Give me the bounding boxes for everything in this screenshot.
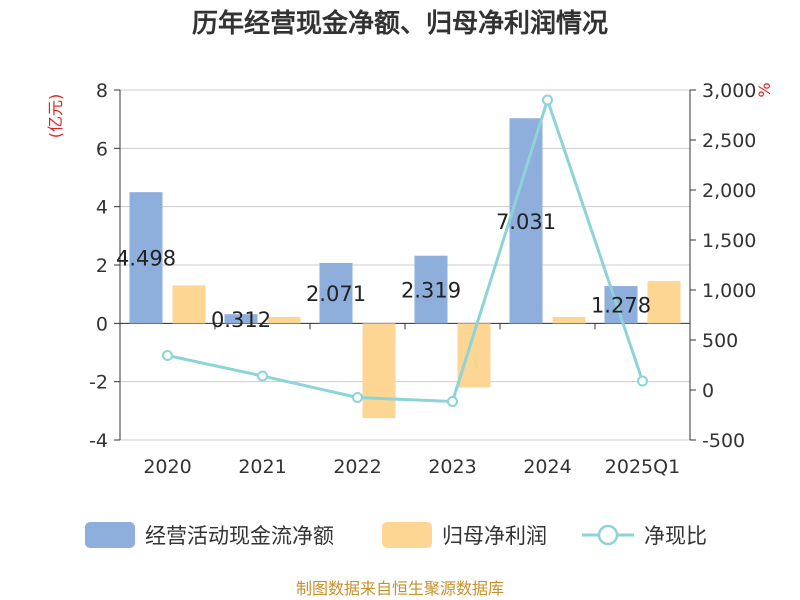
ratio-point bbox=[637, 375, 648, 387]
y-left-tick-label: 2 bbox=[96, 255, 108, 277]
data-label: 0.312 bbox=[211, 308, 271, 332]
data-label: 7.031 bbox=[496, 210, 556, 234]
bar-net-profit bbox=[552, 316, 586, 324]
bar-operating-cash-flow bbox=[224, 314, 258, 324]
y-right-tick-label: 0 bbox=[702, 380, 714, 402]
x-tick-label: 2024 bbox=[523, 456, 571, 478]
bar-net-profit bbox=[647, 281, 681, 324]
ratio-point bbox=[542, 94, 553, 106]
y-left-tick-label: 6 bbox=[96, 138, 108, 160]
source-note: 制图数据来自恒生聚源数据库 bbox=[296, 579, 504, 598]
legend-swatch bbox=[85, 522, 135, 548]
y-right-tick-label: 1,500 bbox=[702, 230, 756, 252]
x-tick-label: 2025Q1 bbox=[605, 456, 680, 478]
legend-swatch bbox=[382, 522, 432, 548]
y-right-tick-label: 2,000 bbox=[702, 180, 756, 202]
y-left-tick-label: 0 bbox=[96, 313, 108, 335]
axes: -4 -2 0 2 4 6 8 -500 0 500 1,000 1,500 2,000 2,500 3,0… bbox=[89, 80, 756, 478]
y-right-tick-label: 3,000 bbox=[702, 80, 756, 102]
legend: 经营活动现金流净额 归母净利润 净现比 bbox=[85, 522, 707, 548]
legend-label: 归母净利润 bbox=[442, 524, 547, 548]
y-left-tick-label: 8 bbox=[96, 80, 108, 102]
ratio-point bbox=[447, 396, 458, 407]
x-tick-label: 2020 bbox=[143, 456, 191, 478]
legend-label: 经营活动现金流净额 bbox=[145, 524, 334, 548]
ratio-line bbox=[162, 94, 648, 407]
bars bbox=[129, 118, 681, 419]
x-tick-label: 2021 bbox=[238, 456, 286, 478]
bar-operating-cash-flow bbox=[319, 262, 353, 324]
legend-swatch-marker bbox=[597, 524, 619, 546]
y-left-tick-label: -4 bbox=[89, 430, 108, 452]
y-right-label: % bbox=[755, 82, 774, 97]
ratio-point bbox=[162, 350, 173, 361]
y-right-tick-label: 500 bbox=[702, 330, 738, 352]
data-labels: 4.498 0.312 2.071 2.319 7.031 1.278 bbox=[116, 210, 651, 332]
ratio-line-path bbox=[167, 95, 644, 404]
y-right-tick-label: 2,500 bbox=[702, 130, 756, 152]
x-tick-label: 2023 bbox=[428, 456, 476, 478]
y-left-tick-label: 4 bbox=[96, 197, 108, 219]
bar-net-profit bbox=[362, 323, 396, 419]
y-left-label: (亿元) bbox=[46, 94, 65, 139]
y-right-tick-label: -500 bbox=[702, 430, 745, 452]
data-label: 2.319 bbox=[401, 279, 461, 303]
bar-operating-cash-flow bbox=[129, 192, 163, 324]
y-right-tick-label: 1,000 bbox=[702, 280, 756, 302]
legend-label: 净现比 bbox=[644, 524, 707, 548]
bar-operating-cash-flow bbox=[414, 255, 448, 324]
ratio-point bbox=[257, 370, 268, 382]
bar-net-profit bbox=[267, 316, 301, 324]
y-left-tick-label: -2 bbox=[89, 372, 108, 394]
data-label: 1.278 bbox=[591, 294, 651, 318]
x-tick-label: 2022 bbox=[333, 456, 381, 478]
bar-net-profit bbox=[172, 285, 206, 324]
ratio-point bbox=[352, 392, 363, 403]
chart-title: 历年经营现金净额、归母净利润情况 bbox=[192, 8, 608, 39]
bar-operating-cash-flow bbox=[509, 118, 543, 324]
data-label: 4.498 bbox=[116, 247, 176, 271]
data-label: 2.071 bbox=[306, 282, 366, 306]
